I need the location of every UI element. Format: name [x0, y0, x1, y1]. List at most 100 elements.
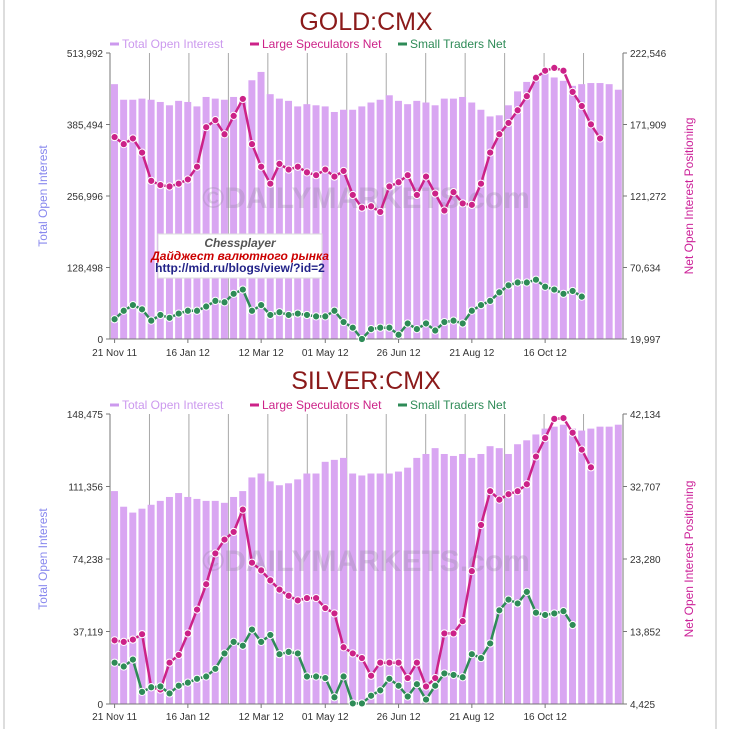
gold-chart-title: GOLD:CMX — [299, 8, 433, 36]
gold-large-speculators-point — [559, 66, 568, 75]
silver-small-traders-point — [476, 653, 486, 663]
silver-small-traders-point — [421, 695, 431, 704]
gold-open-interest-bar — [376, 99, 384, 340]
gold-small-traders-point — [431, 326, 440, 335]
gold-small-traders-point — [458, 319, 467, 328]
silver-large-speculators-point — [348, 649, 357, 658]
gold-legend-item-large-speculators-net: Large Speculators Net — [250, 37, 382, 51]
silver-small-traders-point — [330, 693, 339, 702]
silver-large-speculators-point — [247, 558, 257, 567]
gold-small-traders-point — [412, 325, 421, 334]
silver-large-speculators-point — [440, 629, 449, 638]
silver-open-interest-bar — [385, 473, 393, 704]
silver-open-interest-bar — [578, 430, 586, 704]
gold-open-interest-bar — [569, 85, 576, 339]
silver-open-interest-bar — [514, 444, 522, 704]
silver-open-interest-bar — [358, 475, 366, 704]
stamp-url: http://mid.ru/blogs/view/?id=2 — [155, 261, 325, 275]
silver-large-speculators-point — [559, 414, 568, 423]
silver-open-interest-bar — [248, 477, 256, 704]
gold-open-interest-bar — [532, 78, 540, 339]
silver-x-tick-label: 12 Mar 12 — [239, 712, 284, 723]
gold-small-traders-point — [495, 288, 504, 297]
gold-y-tick-label: 0 — [97, 335, 103, 346]
silver-y2-tick-label: 23,280 — [630, 555, 661, 566]
silver-open-interest-bar — [156, 500, 164, 704]
gold-small-traders-point — [486, 296, 495, 305]
gold-large-speculators-point — [247, 140, 257, 149]
silver-chart: SILVER:CMX Total Open Interest Large Specu… — [36, 367, 696, 723]
gold-large-speculators-point — [522, 92, 531, 101]
silver-small-traders-point — [440, 669, 449, 678]
silver-open-interest-bar — [431, 448, 439, 704]
silver-large-speculators-point — [504, 490, 513, 499]
gold-large-speculators-point — [183, 175, 192, 184]
silver-small-traders-point — [458, 673, 467, 682]
gold-large-speculators-point — [348, 190, 357, 200]
silver-open-interest-bar — [239, 491, 247, 704]
silver-large-speculators-point — [302, 593, 312, 603]
silver-small-traders-point — [165, 689, 174, 698]
silver-small-traders-point — [412, 680, 421, 689]
silver-x-tick-label: 01 May 12 — [302, 712, 349, 723]
silver-open-interest-bar — [175, 493, 183, 704]
silver-open-interest-bar — [440, 453, 448, 704]
silver-open-interest-bar — [220, 502, 228, 704]
gold-large-speculators-point — [192, 162, 202, 171]
silver-large-speculators-point — [229, 527, 238, 537]
silver-small-traders-point — [128, 655, 138, 664]
gold-y2-tick-label: 171,909 — [630, 121, 667, 132]
gold-open-interest-bar — [523, 81, 531, 340]
gold-open-interest-bar — [294, 106, 302, 339]
gold-small-traders-point — [229, 289, 238, 298]
silver-open-interest-bar — [129, 512, 137, 704]
gold-large-speculators-point — [595, 134, 605, 143]
stamp-subtitle: Дайджест валютного рынка — [150, 249, 329, 263]
silver-small-traders-point — [229, 637, 238, 646]
gold-open-interest-bar — [477, 109, 485, 339]
silver-small-traders-point — [357, 699, 367, 708]
gold-small-traders-point — [202, 302, 211, 311]
gold-open-interest-bar — [468, 102, 476, 339]
gold-open-interest-bar — [394, 100, 402, 339]
silver-small-traders-point — [385, 674, 394, 683]
gold-small-traders-point — [467, 306, 476, 315]
gold-open-interest-bar — [495, 115, 503, 339]
silver-small-traders-point — [110, 658, 119, 667]
gold-large-speculators-point — [284, 165, 293, 174]
gold-large-speculators-point — [119, 140, 128, 149]
gold-small-traders-point — [366, 325, 376, 334]
silver-large-speculators-point — [376, 658, 385, 667]
silver-y-tick-label: 0 — [97, 700, 103, 711]
silver-small-traders-point — [513, 599, 522, 608]
gold-small-traders-point — [220, 298, 229, 307]
gold-large-speculators-point — [110, 132, 119, 142]
silver-small-traders-point — [449, 670, 458, 680]
gold-small-traders-point — [531, 275, 541, 284]
silver-small-traders-point — [174, 681, 183, 690]
silver-open-interest-bar — [376, 473, 384, 704]
gold-large-speculators-point — [321, 165, 330, 174]
gold-y2-tick-label: 121,272 — [630, 192, 667, 203]
gold-chart: GOLD:CMX Total Open Interest Large Specula… — [36, 8, 696, 359]
silver-large-speculators-point — [110, 636, 119, 645]
gold-open-interest-bar — [184, 101, 192, 339]
gold-y-tick-label: 128,498 — [67, 264, 104, 275]
gold-large-speculators-point — [394, 178, 403, 187]
silver-open-interest-bar — [165, 496, 173, 704]
gold-legend-item-total-open-interest: Total Open Interest — [110, 37, 224, 51]
stamp-name: Chessplayer — [204, 236, 277, 250]
silver-large-speculators-point — [568, 428, 577, 437]
silver-small-traders-point — [302, 672, 312, 681]
gold-open-interest-bar — [120, 99, 128, 340]
gold-open-interest-bar — [175, 100, 183, 339]
gold-small-traders-point — [550, 285, 559, 294]
silver-y2-tick-label: 4,425 — [630, 700, 655, 711]
silver-large-speculators-point — [586, 463, 596, 472]
silver-open-interest-bar — [275, 485, 283, 704]
gold-open-interest-bar — [541, 73, 549, 340]
gold-open-interest-bar — [147, 99, 155, 340]
silver-small-traders-point — [211, 664, 220, 673]
silver-small-traders-point — [403, 692, 412, 701]
